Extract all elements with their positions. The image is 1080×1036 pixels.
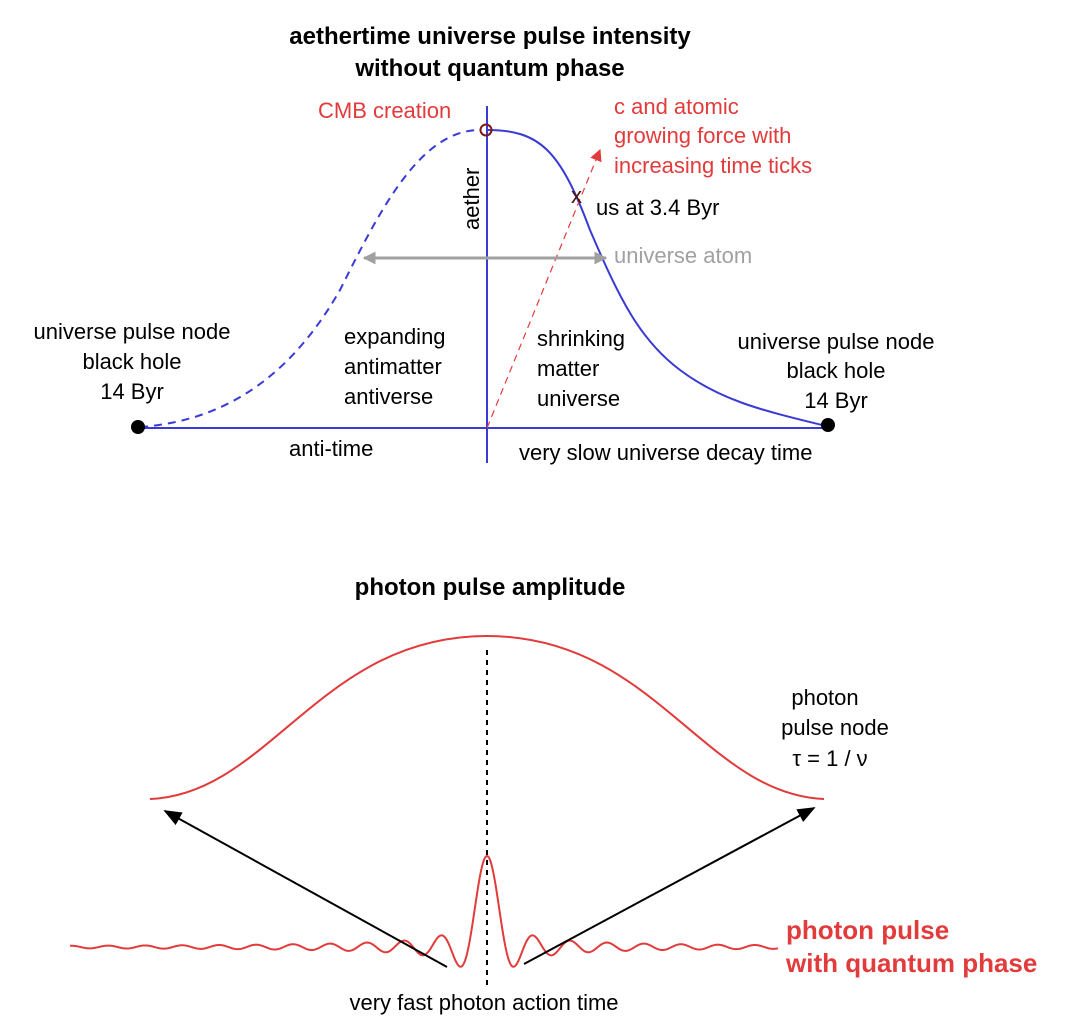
antiverse-line3: antiverse: [344, 384, 433, 409]
right-node-line2: black hole: [786, 358, 885, 383]
matter-line1: shrinking: [537, 326, 625, 351]
phase-label-line1: photon pulse: [786, 915, 949, 945]
right-node-line1: universe pulse node: [738, 329, 935, 354]
left-node-line2: black hole: [82, 349, 181, 374]
right-node-dot: [821, 418, 835, 432]
antiverse-curve: [139, 129, 481, 428]
matter-line2: matter: [537, 356, 599, 381]
decay-time-label: very slow universe decay time: [519, 440, 812, 465]
antiverse-line2: antimatter: [344, 354, 442, 379]
right-node-arrow: [523, 807, 816, 965]
us-label: us at 3.4 Byr: [596, 195, 720, 220]
left-node-arrow: [163, 810, 448, 968]
c-atomic-line1: c and atomic: [614, 94, 739, 119]
cmb-marker: [479, 123, 493, 137]
quantum-phase-wave: [69, 854, 779, 968]
amplitude-envelope: [149, 634, 825, 800]
matter-line3: universe: [537, 386, 620, 411]
top-title-line2: without quantum phase: [354, 55, 624, 82]
bottom-title: photon pulse amplitude: [355, 574, 626, 601]
c-growth-arrow: [486, 148, 602, 429]
universe-atom-label: universe atom: [614, 243, 752, 268]
universe-curve: [486, 129, 827, 427]
photon-node-line3: τ = 1 / ν: [792, 746, 867, 771]
cmb-label: CMB creation: [318, 98, 451, 123]
photon-pulse-section: photon pulse amplitude photon pulse node…: [69, 574, 1037, 1015]
top-title-line1: aethertime universe pulse intensity: [289, 23, 691, 50]
photon-node-line1: photon: [791, 685, 858, 710]
us-marker: x: [571, 183, 582, 208]
aether-label: aether: [459, 168, 484, 230]
right-node-line3: 14 Byr: [804, 388, 868, 413]
antiverse-line1: expanding: [344, 324, 446, 349]
c-atomic-line3: increasing time ticks: [614, 153, 812, 178]
photon-node-line2: pulse node: [781, 715, 889, 740]
anti-time-label: anti-time: [289, 436, 373, 461]
c-atomic-line2: growing force with: [614, 123, 791, 148]
left-node-line3: 14 Byr: [100, 379, 164, 404]
left-node-dot: [131, 420, 145, 434]
left-node-line1: universe pulse node: [34, 319, 231, 344]
phase-label-line2: with quantum phase: [785, 948, 1037, 978]
action-time-label: very fast photon action time: [349, 990, 618, 1015]
universe-pulse-section: aethertime universe pulse intensity with…: [34, 23, 935, 465]
